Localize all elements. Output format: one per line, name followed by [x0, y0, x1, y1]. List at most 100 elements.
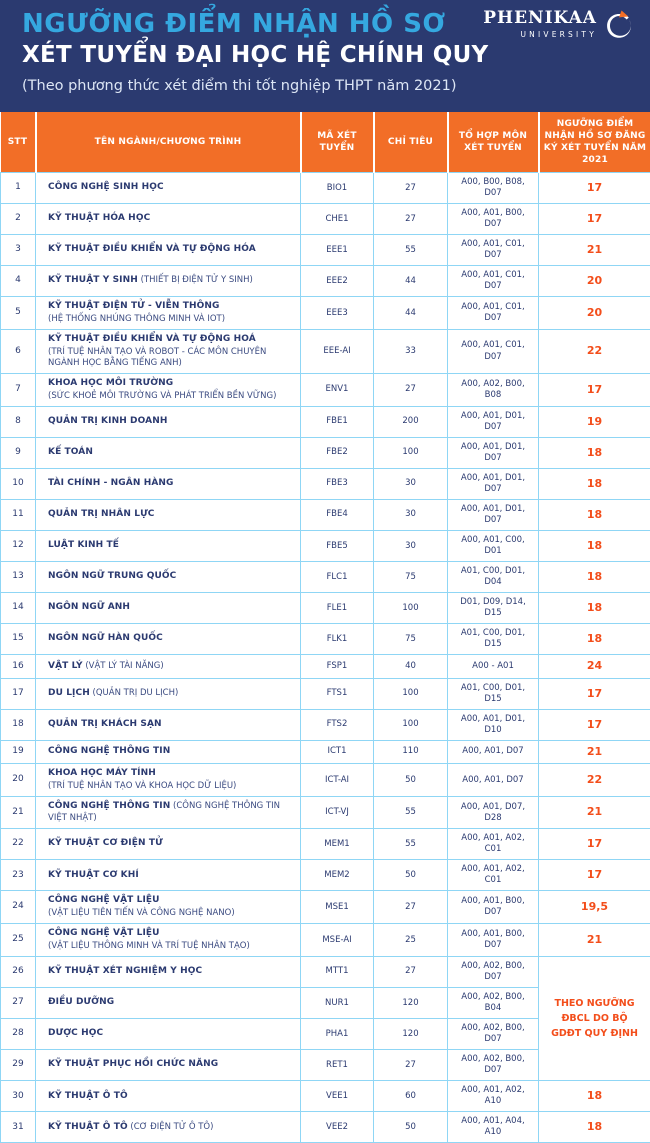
cell-combo: A00, A01, C01, D07	[448, 330, 539, 374]
cell-score: 18	[539, 593, 650, 624]
program-name: KHOA HỌC MÁY TÍNH	[48, 768, 156, 778]
program-name: NGÔN NGỮ HÀN QUỐC	[48, 633, 163, 643]
cell-score: 17	[539, 173, 650, 204]
cell-quota: 50	[374, 860, 448, 891]
cell-program-name: QUẢN TRỊ KINH DOANH	[36, 406, 301, 437]
program-name: LUẬT KINH TẾ	[48, 540, 119, 550]
cell-program-name: KỸ THUẬT ĐIỀU KHIỂN VÀ TỰ ĐỘNG HÓA	[36, 235, 301, 266]
cell-code: EEE2	[301, 266, 374, 297]
cell-stt: 10	[1, 468, 36, 499]
cell-score: 21	[539, 740, 650, 763]
cell-combo: A00, A01, D07	[448, 764, 539, 797]
cell-combo: A00 - A01	[448, 655, 539, 678]
cell-code: ICT-AI	[301, 764, 374, 797]
program-name: CÔNG NGHỆ VẬT LIỆU	[48, 895, 160, 905]
program-subtitle: (SỨC KHOẺ MÔI TRƯỜNG VÀ PHÁT TRIỂN BỀN V…	[48, 391, 295, 402]
cell-program-name: KỸ THUẬT Ô TÔ (CƠ ĐIỆN TỬ Ô TÔ)	[36, 1112, 301, 1143]
cell-quota: 55	[374, 829, 448, 860]
cell-quota: 200	[374, 406, 448, 437]
program-subtitle: (TRÍ TUỆ NHÂN TẠO VÀ KHOA HỌC DỮ LIỆU)	[48, 781, 295, 792]
program-name: KỸ THUẬT Y SINH	[48, 275, 138, 285]
cell-score: 17	[539, 829, 650, 860]
cell-code: FBE2	[301, 437, 374, 468]
cell-score: 18	[539, 437, 650, 468]
admissions-table: STT TÊN NGÀNH/CHƯƠNG TRÌNH MÃ XÉT TUYỂN …	[0, 112, 650, 1143]
cell-program-name: VẬT LÝ (VẬT LÝ TÀI NĂNG)	[36, 655, 301, 678]
cell-program-name: KỸ THUẬT PHỤC HỒI CHỨC NĂNG	[36, 1050, 301, 1081]
cell-code: MTT1	[301, 956, 374, 987]
cell-score: 22	[539, 330, 650, 374]
cell-stt: 13	[1, 562, 36, 593]
program-name: ĐIỀU DƯỠNG	[48, 997, 114, 1007]
cell-program-name: KỸ THUẬT ĐIỆN TỬ - VIỄN THÔNG(HỆ THỐNG N…	[36, 297, 301, 330]
cell-score: 17	[539, 204, 650, 235]
cell-combo: A00, A02, B00, B04	[448, 988, 539, 1019]
cell-code: FLE1	[301, 593, 374, 624]
cell-combo: A01, C00, D01, D04	[448, 562, 539, 593]
cell-stt: 29	[1, 1050, 36, 1081]
cell-score: 18	[539, 468, 650, 499]
cell-program-name: CÔNG NGHỆ THÔNG TIN	[36, 740, 301, 763]
cell-combo: A00, A01, D01, D07	[448, 406, 539, 437]
cell-code: ENV1	[301, 373, 374, 406]
cell-combo: A00, A01, A02, C01	[448, 829, 539, 860]
cell-quota: 40	[374, 655, 448, 678]
page-header: NGƯỠNG ĐIỂM NHẬN HỒ SƠ XÉT TUYỂN ĐẠI HỌC…	[0, 0, 650, 112]
program-name: CÔNG NGHỆ THÔNG TIN	[48, 746, 170, 756]
program-name: NGÔN NGỮ TRUNG QUỐC	[48, 571, 176, 581]
cell-program-name: NGÔN NGỮ TRUNG QUỐC	[36, 562, 301, 593]
program-subtitle: (QUẢN TRỊ DU LỊCH)	[90, 688, 178, 698]
cell-score: 18	[539, 562, 650, 593]
cell-stt: 19	[1, 740, 36, 763]
cell-program-name: LUẬT KINH TẾ	[36, 531, 301, 562]
logo-name: PHENIKAA	[483, 10, 597, 27]
program-name: DU LỊCH	[48, 688, 90, 698]
cell-combo: A00, A01, A02, C01	[448, 860, 539, 891]
cell-stt: 16	[1, 655, 36, 678]
cell-code: FLC1	[301, 562, 374, 593]
program-name: KẾ TOÁN	[48, 447, 93, 457]
cell-combo: A00, A01, D07	[448, 740, 539, 763]
logo-text: PHENIKAA UNIVERSITY	[483, 10, 597, 39]
cell-stt: 3	[1, 235, 36, 266]
program-subtitle: (VẬT LIỆU TIÊN TIẾN VÀ CÔNG NGHỆ NANO)	[48, 908, 295, 919]
program-name: KHOA HỌC MÔI TRƯỜNG	[48, 378, 173, 388]
university-logo: PHENIKAA UNIVERSITY	[483, 8, 636, 42]
cell-combo: D01, D09, D14, D15	[448, 593, 539, 624]
cell-stt: 1	[1, 173, 36, 204]
program-name: DƯỢC HỌC	[48, 1028, 103, 1038]
cell-stt: 7	[1, 373, 36, 406]
cell-program-name: QUẢN TRỊ KHÁCH SẠN	[36, 709, 301, 740]
cell-quota: 44	[374, 297, 448, 330]
program-subtitle: (VẬT LIỆU THÔNG MINH VÀ TRÍ TUỆ NHÂN TẠO…	[48, 941, 295, 952]
cell-code: EEE3	[301, 297, 374, 330]
cell-stt: 14	[1, 593, 36, 624]
cell-stt: 11	[1, 499, 36, 530]
cell-combo: A00, A01, A04, A10	[448, 1112, 539, 1143]
cell-quota: 27	[374, 891, 448, 924]
cell-combo: A00, B00, B08, D07	[448, 173, 539, 204]
program-name: KỸ THUẬT ĐIỆN TỬ - VIỄN THÔNG	[48, 301, 219, 311]
col-header-score: NGƯỠNG ĐIỂM NHẬN HỒ SƠ ĐĂNG KÝ XÉT TUYỂN…	[539, 112, 650, 173]
program-name: KỸ THUẬT ĐIỀU KHIỂN VÀ TỰ ĐỘNG HOÁ	[48, 334, 256, 344]
program-subtitle: (TRÍ TUỆ NHÂN TẠO VÀ ROBOT - CÁC MÔN CHU…	[48, 347, 295, 369]
program-name: QUẢN TRỊ KINH DOANH	[48, 416, 167, 426]
cell-stt: 4	[1, 266, 36, 297]
cell-stt: 17	[1, 678, 36, 709]
cell-code: VEE1	[301, 1081, 374, 1112]
cell-score: 17	[539, 709, 650, 740]
program-name: CÔNG NGHỆ THÔNG TIN	[48, 801, 170, 811]
cell-quota: 25	[374, 924, 448, 957]
cell-quota: 60	[374, 1081, 448, 1112]
